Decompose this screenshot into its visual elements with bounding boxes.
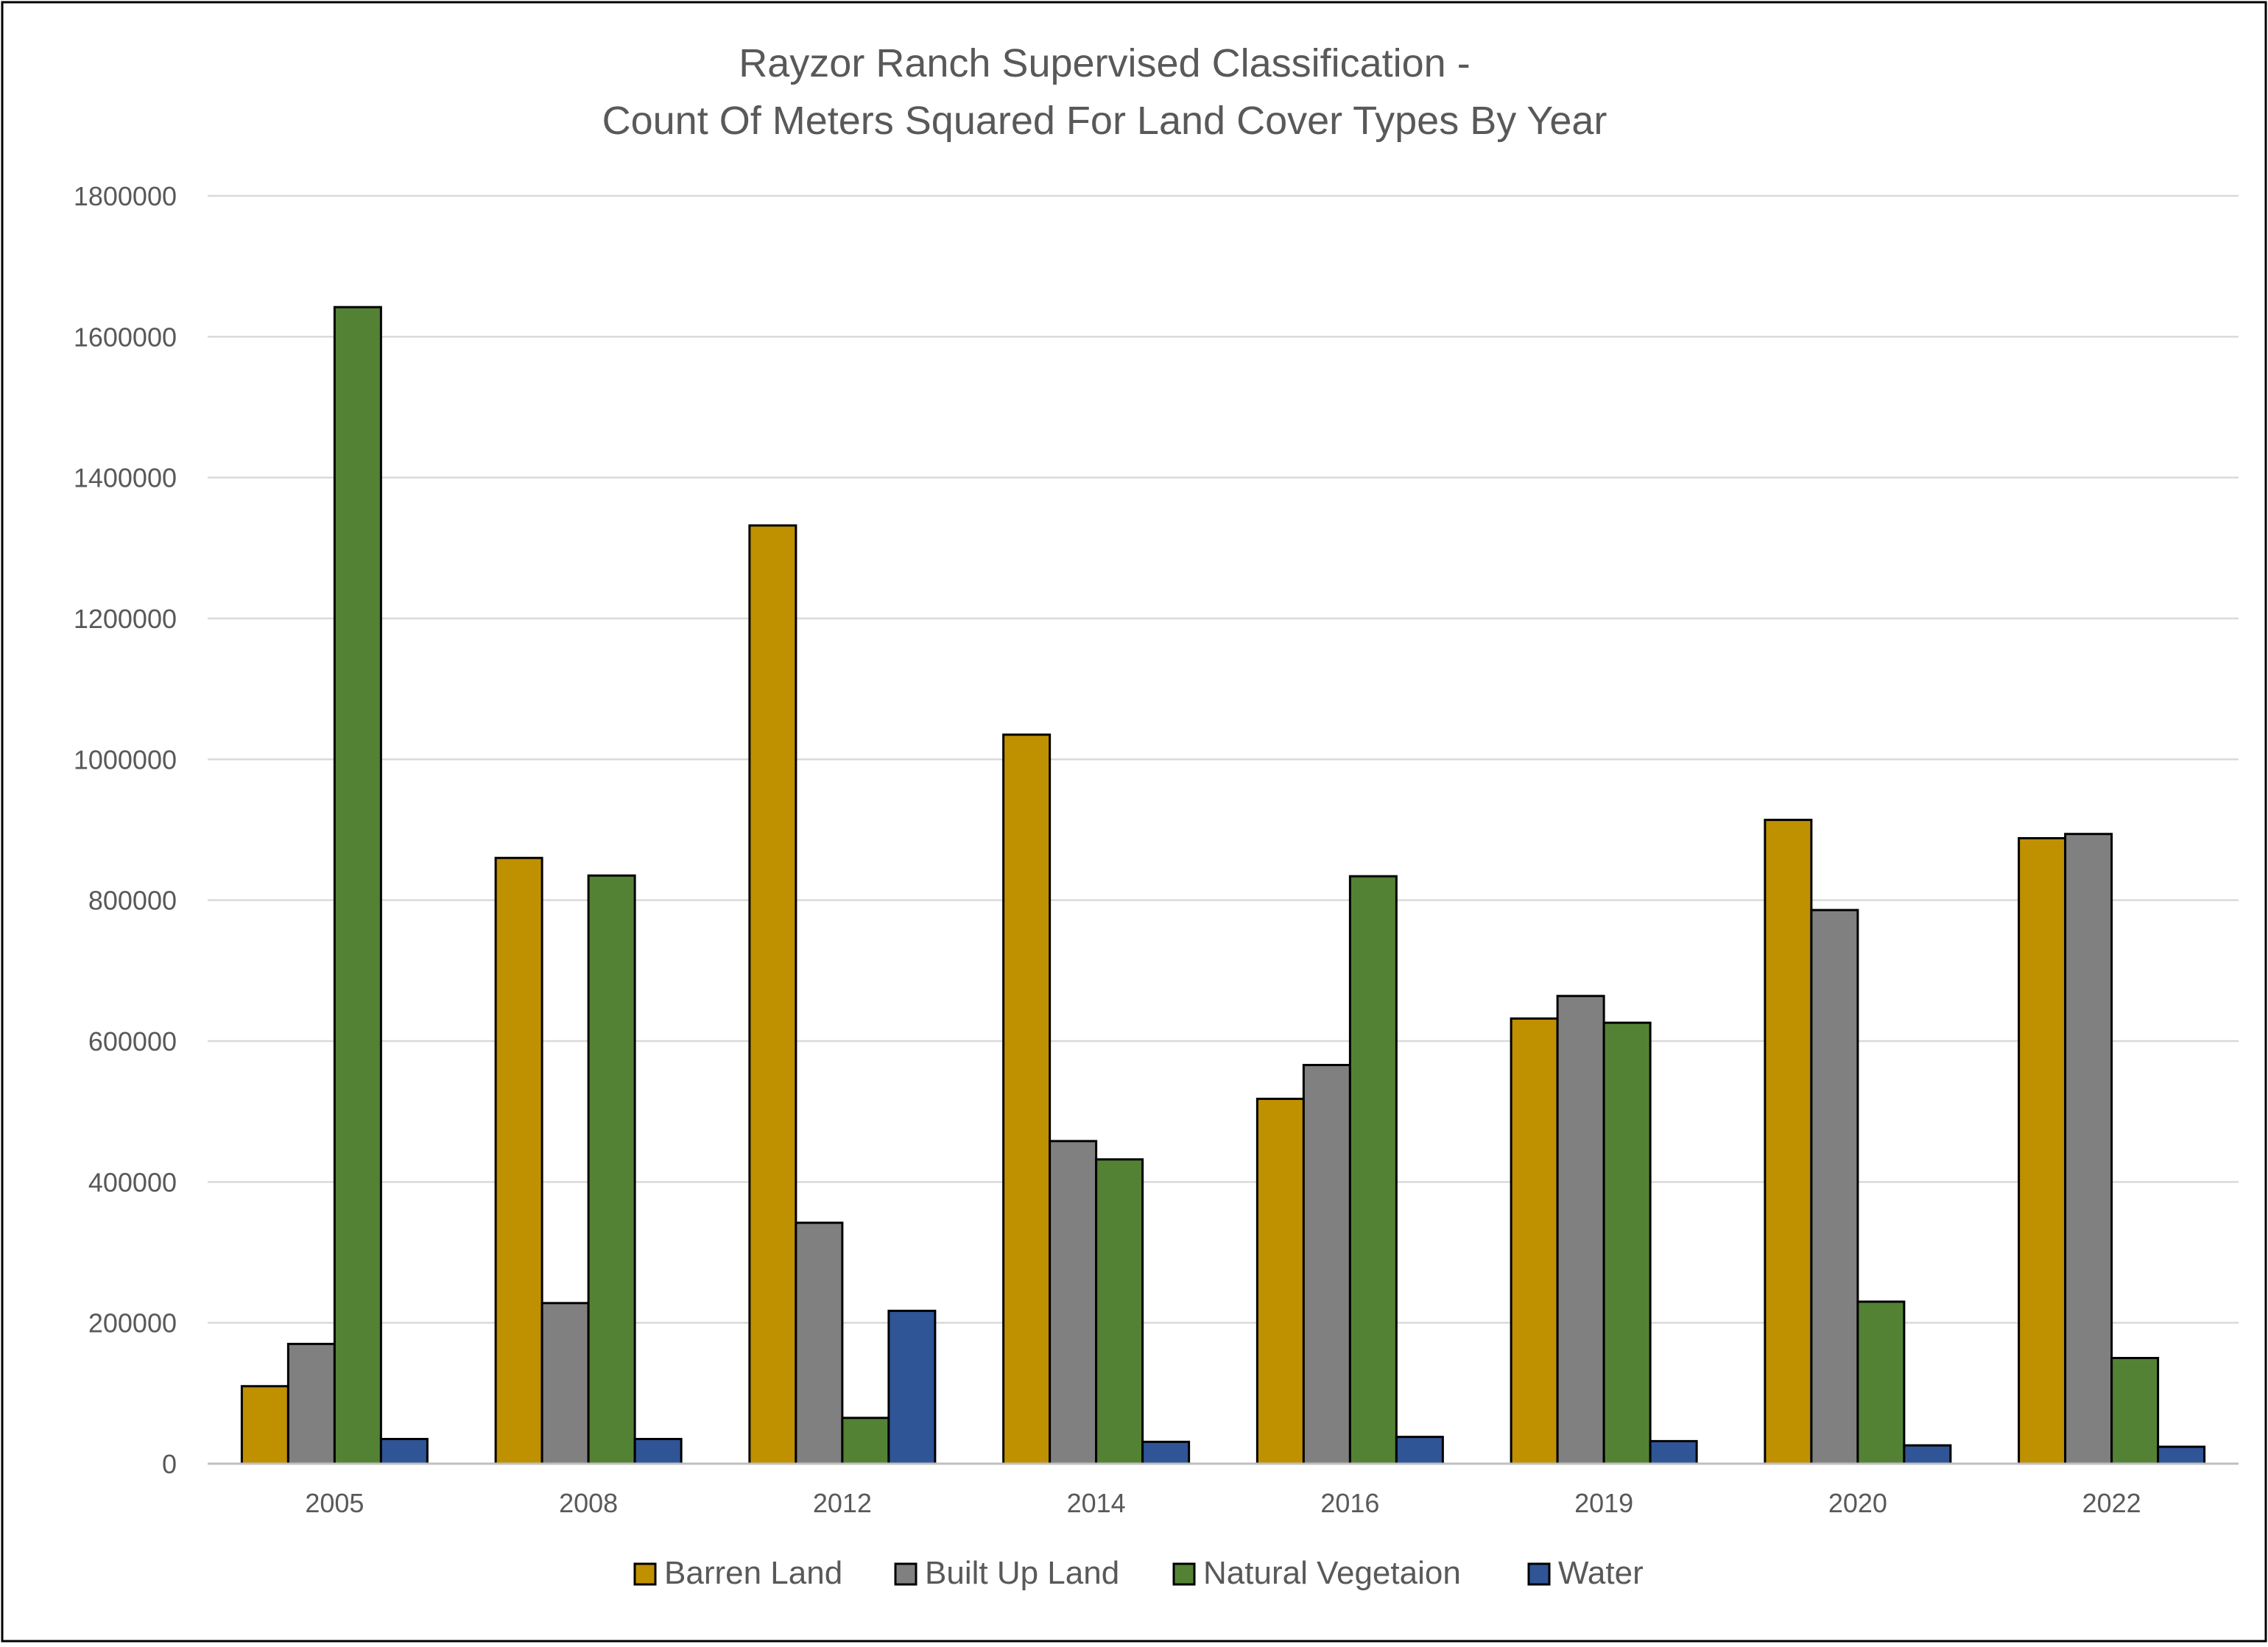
bar-barren-land-2005	[240, 1385, 289, 1465]
bar-water-2022	[2157, 1445, 2206, 1465]
y-tick-label: 1600000	[74, 322, 177, 352]
x-axis-tick-labels: 2005 2008 2012 2014 2016 2019 2020 2022	[305, 1488, 2141, 1518]
legend-label-water: Water	[1558, 1555, 1644, 1591]
bar-barren-land-2022	[2018, 836, 2067, 1465]
bar-built-up-land-2014	[1049, 1140, 1098, 1465]
x-tick-label: 2005	[305, 1488, 364, 1518]
legend-swatch-natural-vegetaion	[1172, 1562, 1196, 1586]
legend: Barren Land Built Up Land Natural Vegetaio…	[633, 1555, 1644, 1591]
bar-built-up-land-2005	[286, 1342, 336, 1465]
bar-built-up-land-2022	[2064, 833, 2113, 1465]
bar-natural-vegetaion-2020	[1856, 1300, 1906, 1465]
bar-built-up-land-2008	[540, 1302, 590, 1465]
legend-label-barren-land: Barren Land	[664, 1555, 842, 1591]
x-tick-label: 2014	[1067, 1488, 1126, 1518]
bars	[240, 306, 2206, 1465]
bar-built-up-land-2016	[1302, 1064, 1351, 1465]
x-tick-label: 2012	[813, 1488, 872, 1518]
bar-natural-vegetaion-2005	[333, 306, 382, 1465]
legend-swatch-built-up-land	[894, 1562, 918, 1586]
bar-natural-vegetaion-2019	[1602, 1021, 1652, 1465]
bar-water-2012	[887, 1309, 937, 1465]
bar-natural-vegetaion-2016	[1348, 875, 1398, 1465]
chart-title-line-1: Rayzor Ranch Supervised Classification -	[739, 41, 1470, 85]
bar-built-up-land-2020	[1810, 909, 1859, 1465]
y-axis-tick-labels: 0 200000 400000 600000 800000 1000000 1200000 1…	[74, 181, 177, 1479]
bar-natural-vegetaion-2022	[2110, 1357, 2160, 1465]
bar-natural-vegetaion-2012	[841, 1417, 890, 1465]
y-tick-label: 1800000	[74, 181, 177, 211]
bar-water-2008	[633, 1438, 683, 1465]
x-tick-label: 2016	[1320, 1488, 1379, 1518]
bar-barren-land-2012	[748, 524, 797, 1465]
bar-water-2016	[1395, 1436, 1444, 1465]
bar-barren-land-2014	[1002, 733, 1052, 1465]
bar-barren-land-2020	[1764, 819, 1813, 1465]
legend-label-built-up-land: Built Up Land	[925, 1555, 1119, 1591]
y-tick-label: 1000000	[74, 744, 177, 775]
bar-barren-land-2019	[1510, 1017, 1559, 1465]
y-tick-label: 800000	[88, 886, 177, 916]
legend-label-natural-vegetaion: Natural Vegetaion	[1203, 1555, 1461, 1591]
bar-barren-land-2016	[1256, 1097, 1305, 1465]
x-tick-label: 2022	[2082, 1488, 2141, 1518]
y-tick-label: 0	[162, 1449, 177, 1479]
legend-swatch-water	[1527, 1562, 1551, 1586]
y-tick-label: 1200000	[74, 604, 177, 634]
y-tick-label: 600000	[88, 1026, 177, 1057]
x-tick-label: 2008	[559, 1488, 618, 1518]
bar-water-2005	[379, 1438, 429, 1465]
x-tick-label: 2020	[1828, 1488, 1887, 1518]
y-tick-label: 1400000	[74, 463, 177, 493]
bar-water-2020	[1903, 1444, 1952, 1465]
bar-barren-land-2008	[494, 856, 543, 1465]
bar-built-up-land-2012	[795, 1221, 844, 1465]
bar-water-2019	[1649, 1439, 1698, 1465]
x-tick-label: 2019	[1574, 1488, 1633, 1518]
chart-title-line-2: Count Of Meters Squared For Land Cover T…	[602, 99, 1607, 143]
y-tick-label: 200000	[88, 1308, 177, 1339]
legend-swatch-barren-land	[633, 1562, 657, 1586]
bar-built-up-land-2019	[1556, 995, 1605, 1465]
bar-water-2014	[1141, 1440, 1191, 1465]
y-tick-label: 400000	[88, 1167, 177, 1197]
bar-natural-vegetaion-2014	[1095, 1158, 1144, 1465]
bar-natural-vegetaion-2008	[587, 874, 636, 1465]
